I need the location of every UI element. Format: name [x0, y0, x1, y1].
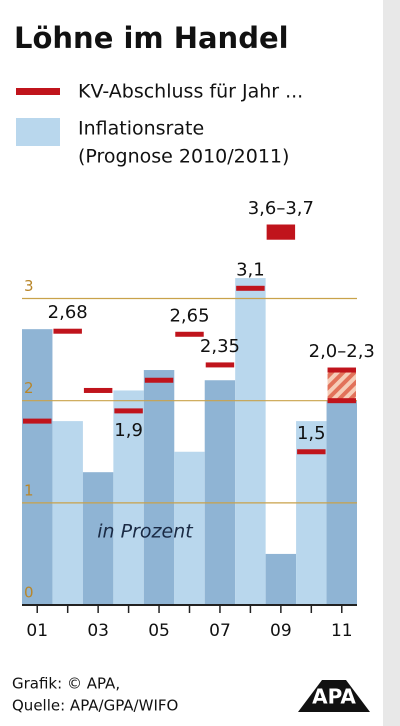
- bar: [265, 553, 297, 605]
- kv-line: [327, 398, 356, 404]
- background: [0, 0, 383, 726]
- kv-line: [297, 449, 326, 455]
- kv-line: [83, 387, 113, 393]
- logo: APA: [312, 685, 356, 709]
- x-tick-label: 01: [26, 621, 48, 641]
- kv-line: [23, 418, 52, 424]
- data-label: 1,9: [114, 420, 143, 441]
- y-tick-label: 2: [24, 379, 34, 397]
- data-label: 2,65: [169, 305, 209, 326]
- annotation: in Prozent: [97, 521, 194, 543]
- x-tick-label: 03: [87, 621, 109, 641]
- kv-line: [205, 362, 235, 368]
- bar: [113, 390, 144, 605]
- bar: [22, 329, 53, 605]
- kv-line: [114, 408, 143, 414]
- legend-note: (Prognose 2010/2011): [78, 146, 289, 168]
- x-tick-label: 11: [331, 621, 353, 641]
- kv-range: [327, 370, 356, 401]
- y-tick-label: 3: [24, 277, 34, 295]
- data-label: 2,0–2,3: [309, 341, 375, 362]
- kv-line: [327, 367, 356, 373]
- chart-title: Löhne im Handel: [14, 21, 289, 55]
- bar: [235, 278, 266, 605]
- data-label: 2,35: [200, 336, 240, 357]
- legend-label: Inflationsrate: [78, 118, 204, 140]
- bar: [143, 370, 175, 605]
- x-tick-label: 09: [270, 621, 292, 641]
- legend-swatch-inflation: [16, 118, 60, 146]
- side-strip: [383, 0, 400, 726]
- bar: [82, 472, 114, 605]
- footer: Grafik: © APA,: [12, 675, 120, 693]
- x-tick-label: 05: [148, 621, 170, 641]
- kv-line: [144, 377, 174, 383]
- bar: [52, 421, 83, 605]
- y-tick-label: 1: [24, 481, 34, 499]
- legend-swatch-kv: [16, 88, 60, 95]
- data-label: 1,5: [297, 423, 326, 444]
- legend-label: KV-Abschluss für Jahr ...: [78, 81, 303, 103]
- data-label: 3,1: [236, 259, 265, 280]
- kv-line: [236, 285, 265, 291]
- footer: Quelle: APA/GPA/WIFO: [12, 697, 178, 715]
- kv-range: [266, 224, 296, 240]
- kv-line: [53, 328, 82, 334]
- x-tick-label: 07: [209, 621, 231, 641]
- bar: [296, 421, 327, 605]
- y-tick-label: 0: [24, 584, 34, 602]
- bar: [174, 451, 205, 605]
- logo-shape: [298, 680, 370, 712]
- data-label: 2,68: [48, 302, 88, 323]
- bar: [204, 380, 236, 605]
- data-label: 3,6–3,7: [248, 198, 314, 219]
- kv-line: [175, 331, 204, 337]
